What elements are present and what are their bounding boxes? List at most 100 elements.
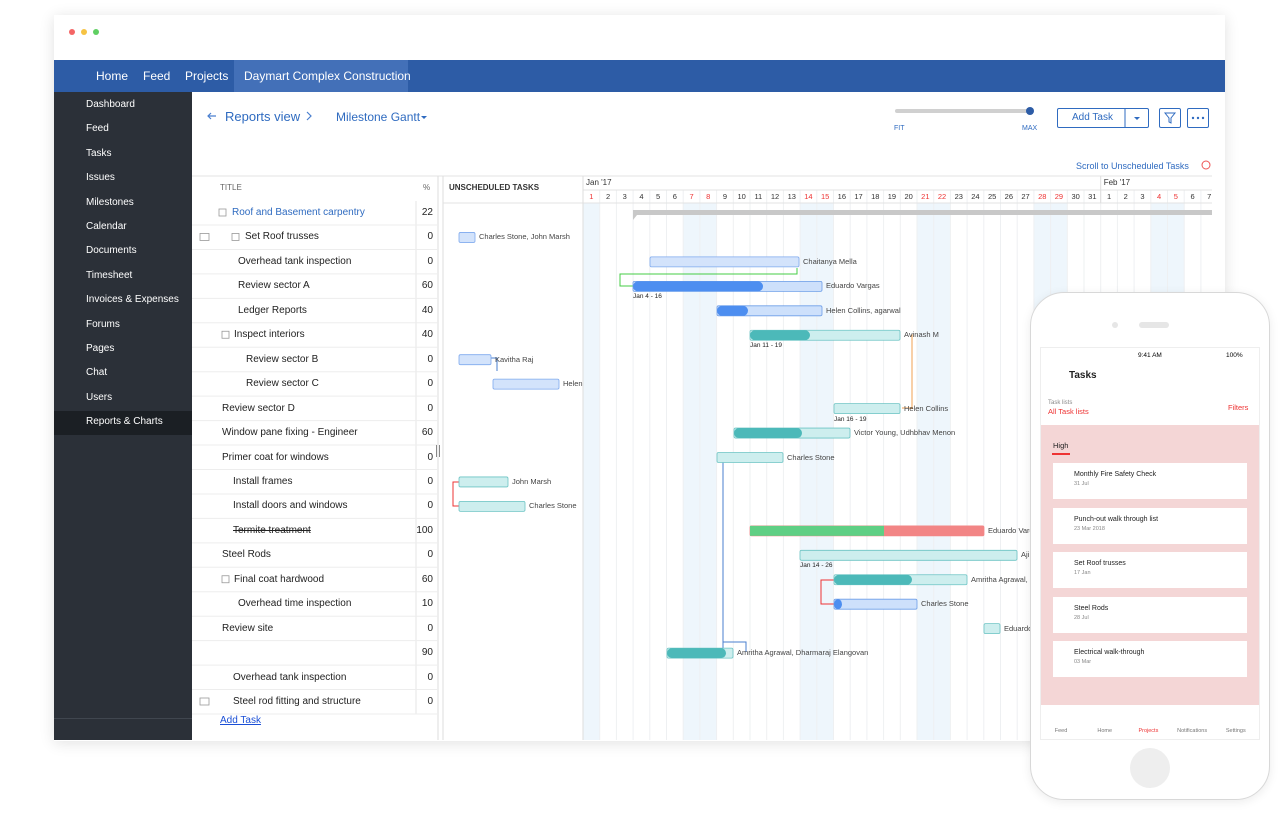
bar-label[interactable]: Helen <box>563 379 583 389</box>
task-name[interactable]: Steel Rods <box>1074 604 1109 612</box>
filters[interactable]: Filters <box>1228 403 1249 412</box>
bar-label[interactable]: Charles Stone <box>921 599 969 609</box>
bar-label[interactable]: Eduardo Varg <box>988 525 1034 535</box>
day-label: 24 <box>971 192 980 201</box>
bar-label[interactable]: Helen Collins <box>904 403 949 413</box>
sidebar-item[interactable]: Reports & Charts <box>86 416 163 428</box>
nav-item[interactable]: Daymart Complex Construction <box>244 69 411 83</box>
bar-progress <box>633 281 763 292</box>
task-card[interactable] <box>1053 507 1247 544</box>
gantt-bar <box>458 476 509 488</box>
bar-label[interactable]: Amritha Agrawal, Dharmaraj Elangovan <box>737 648 869 658</box>
bar-label[interactable]: John Marsh <box>512 476 552 486</box>
connector <box>820 579 834 605</box>
bar-label[interactable]: Chaitanya Mella <box>803 256 857 266</box>
sidebar-item[interactable]: Tasks <box>86 147 112 159</box>
zoom-max: MAX <box>1022 125 1038 132</box>
task-title[interactable]: Set Roof trusses <box>245 231 319 243</box>
bar-label[interactable]: Avinash M <box>904 330 939 340</box>
sidebar-item[interactable]: Pages <box>86 343 115 354</box>
sidebar-item[interactable]: Calendar <box>86 221 127 232</box>
task-percent: 60 <box>421 280 433 292</box>
table-header: TITLE <box>220 183 242 192</box>
task-title[interactable]: Install doors and windows <box>233 500 348 512</box>
task-card[interactable] <box>1053 463 1247 499</box>
task-title[interactable]: Review sector C <box>246 378 319 390</box>
task-card[interactable] <box>1053 641 1247 677</box>
settings-icon <box>1201 160 1211 170</box>
add-task-button[interactable] <box>1057 108 1149 128</box>
tabbar-item[interactable]: Feed <box>1054 728 1068 734</box>
task-name[interactable]: Monthly Fire Safety Check <box>1074 471 1157 478</box>
status-time: 9:41 AM <box>1138 352 1162 359</box>
task-title[interactable]: Install frames <box>233 475 293 487</box>
tabbar-item[interactable]: Settings <box>1225 728 1246 734</box>
task-lists-value[interactable]: All Task lists <box>1048 407 1089 416</box>
bar-label[interactable]: Eduardo Vargas <box>826 281 880 291</box>
task-title[interactable]: Roof and Basement carpentry <box>232 207 365 218</box>
sidebar-item[interactable]: Timesheet <box>86 269 133 281</box>
task-percent: 40 <box>421 304 433 316</box>
task-title[interactable]: Inspect interiors <box>234 329 305 341</box>
bar-label[interactable]: Helen Collins, agarwal <box>826 305 901 315</box>
tabbar-item[interactable]: Projects <box>1138 728 1159 734</box>
view-select[interactable]: Milestone Gantt <box>336 110 421 124</box>
task-title[interactable]: Primer coat for windows <box>222 451 329 463</box>
nav-item[interactable]: Home <box>96 69 129 83</box>
bar-label[interactable]: Charles Stone, John Marsh <box>479 232 570 242</box>
sidebar-item[interactable]: Documents <box>86 245 137 257</box>
sidebar-item[interactable]: Feed <box>86 123 109 135</box>
day-label: 6 <box>672 192 677 201</box>
sidebar-item[interactable]: Forums <box>86 318 120 330</box>
tabbar-item[interactable]: Home <box>1097 728 1113 734</box>
task-title[interactable]: Steel Rods <box>222 549 271 561</box>
back-link[interactable]: Reports view <box>225 109 301 124</box>
bar-label[interactable]: Aji <box>1021 550 1030 560</box>
task-title[interactable]: Window pane fixing - Engineer <box>222 427 358 439</box>
task-title[interactable]: Ledger Reports <box>238 304 307 316</box>
bar-label[interactable]: Victor Young, Udhbhav Menon <box>854 428 956 438</box>
task-title[interactable]: Review sector A <box>238 280 310 292</box>
sidebar-item[interactable]: Dashboard <box>86 99 135 110</box>
task-title[interactable]: Termite treatment <box>233 524 311 536</box>
filter-icon <box>1163 112 1177 124</box>
task-name[interactable]: Set Roof trusses <box>1074 560 1126 567</box>
filter-button[interactable] <box>1159 108 1181 128</box>
bar-label[interactable]: Amritha Agrawal, <box>971 574 1028 584</box>
sidebar-item[interactable]: Chat <box>86 367 108 379</box>
window-dot <box>69 29 75 35</box>
add-task-link[interactable]: Add Task <box>220 715 261 726</box>
task-title[interactable]: Overhead tank inspection <box>238 255 352 267</box>
task-title[interactable]: Review sector B <box>246 353 319 365</box>
task-name[interactable]: Electrical walk-through <box>1074 649 1145 656</box>
bar-label[interactable]: Charles Stone <box>787 452 835 462</box>
day-label: 26 <box>1004 192 1014 201</box>
task-title[interactable]: Overhead time inspection <box>238 598 352 610</box>
sidebar-item[interactable]: Invoices & Expenses <box>86 294 179 306</box>
more-button[interactable] <box>1187 108 1209 128</box>
task-card[interactable] <box>1053 552 1247 588</box>
bar-label[interactable]: Charles Stone <box>529 501 577 511</box>
sidebar-item[interactable]: Users <box>86 391 113 403</box>
scroll-link[interactable]: Scroll to Unscheduled Tasks <box>1076 161 1189 171</box>
bar-label[interactable]: Kavitha Raj <box>495 354 534 364</box>
task-date: 03 Mar <box>1074 659 1092 665</box>
task-title[interactable]: Review sector D <box>222 402 295 414</box>
bar-label[interactable]: Eduardo <box>1004 623 1033 633</box>
add-task-label[interactable]: Add Task <box>1072 112 1113 123</box>
tabbar-item[interactable]: Notifications <box>1177 728 1208 734</box>
task-title[interactable]: Overhead tank inspection <box>233 671 347 683</box>
sidebar-item[interactable]: Issues <box>86 172 115 184</box>
sidebar-item[interactable]: Milestones <box>86 196 134 208</box>
task-percent: 0 <box>427 500 433 512</box>
task-card[interactable] <box>1053 596 1247 633</box>
home-button[interactable] <box>1130 748 1170 788</box>
nav-item[interactable]: Projects <box>185 69 229 83</box>
task-title[interactable]: Final coat hardwood <box>234 573 325 585</box>
task-title[interactable]: Review site <box>222 622 274 634</box>
tab[interactable]: High <box>1053 441 1069 450</box>
task-title[interactable]: Steel rod fitting and structure <box>233 696 361 707</box>
task-percent: 60 <box>421 573 433 585</box>
task-name[interactable]: Punch-out walk through list <box>1074 515 1159 523</box>
nav-item[interactable]: Feed <box>143 69 171 83</box>
